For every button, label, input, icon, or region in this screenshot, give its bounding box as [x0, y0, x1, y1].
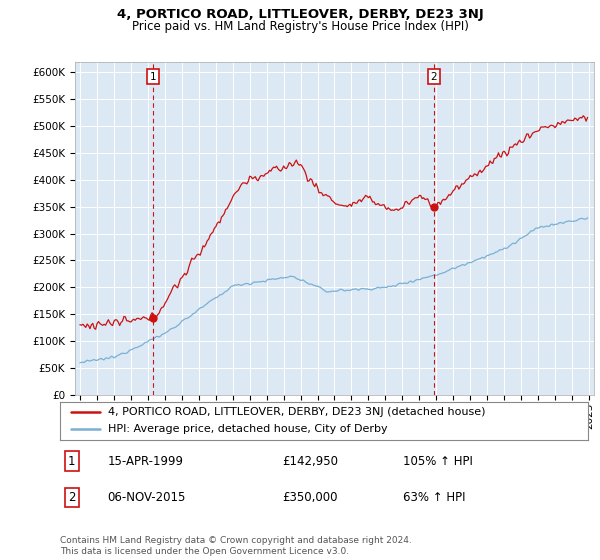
Text: 4, PORTICO ROAD, LITTLEOVER, DERBY, DE23 3NJ: 4, PORTICO ROAD, LITTLEOVER, DERBY, DE23…: [116, 8, 484, 21]
Text: 15-APR-1999: 15-APR-1999: [107, 455, 184, 468]
Text: 1: 1: [68, 455, 76, 468]
Text: 1: 1: [149, 72, 156, 82]
Text: Contains HM Land Registry data © Crown copyright and database right 2024.
This d: Contains HM Land Registry data © Crown c…: [60, 536, 412, 556]
Text: £142,950: £142,950: [282, 455, 338, 468]
Text: 105% ↑ HPI: 105% ↑ HPI: [403, 455, 473, 468]
Text: 2: 2: [430, 72, 437, 82]
Text: HPI: Average price, detached house, City of Derby: HPI: Average price, detached house, City…: [107, 424, 387, 434]
Text: 2: 2: [68, 491, 76, 504]
Text: 4, PORTICO ROAD, LITTLEOVER, DERBY, DE23 3NJ (detached house): 4, PORTICO ROAD, LITTLEOVER, DERBY, DE23…: [107, 407, 485, 417]
Text: 06-NOV-2015: 06-NOV-2015: [107, 491, 186, 504]
Text: 63% ↑ HPI: 63% ↑ HPI: [403, 491, 466, 504]
Text: Price paid vs. HM Land Registry's House Price Index (HPI): Price paid vs. HM Land Registry's House …: [131, 20, 469, 32]
Text: £350,000: £350,000: [282, 491, 337, 504]
